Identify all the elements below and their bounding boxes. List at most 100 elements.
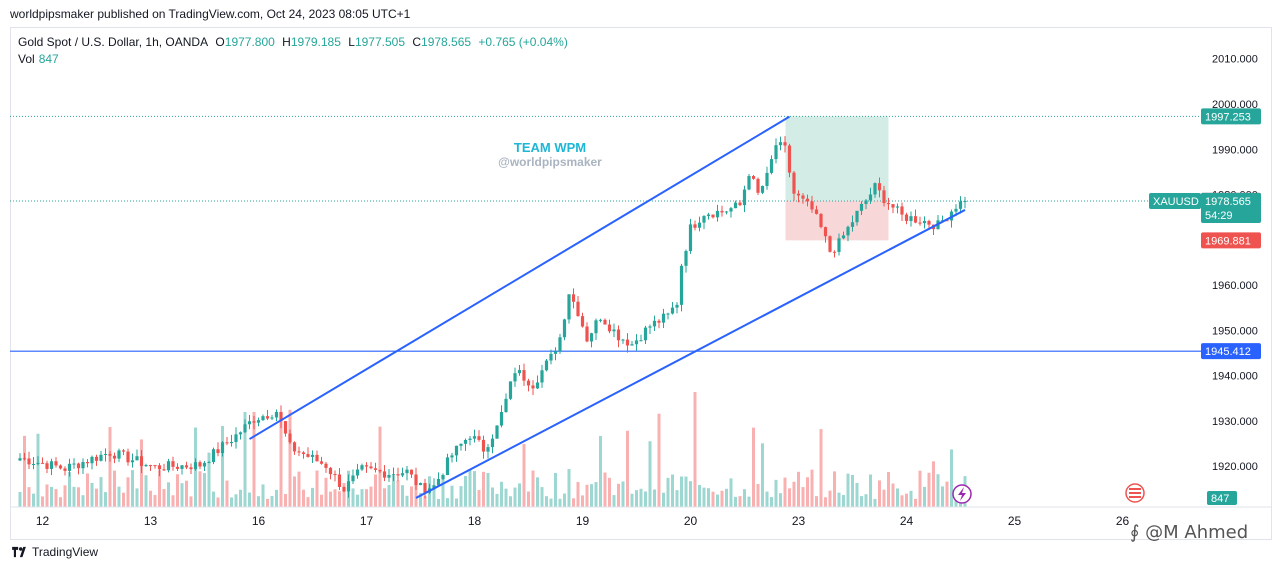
volume-bar xyxy=(27,487,31,507)
ohlc-open: O1977.800 xyxy=(215,35,275,49)
time-tick-label: 19 xyxy=(576,514,590,528)
volume-bar xyxy=(198,471,202,507)
candle-body xyxy=(274,411,279,418)
candle-body xyxy=(27,458,31,465)
volume-bar xyxy=(311,487,314,507)
candle-body xyxy=(900,206,904,215)
volume-bar xyxy=(203,473,206,507)
candle-body xyxy=(711,214,715,218)
candle-body xyxy=(805,198,810,202)
volume-bar xyxy=(828,490,832,507)
volume-bar xyxy=(293,476,296,507)
volume-bar xyxy=(576,482,580,507)
candle-body xyxy=(387,474,391,478)
volume-bar xyxy=(473,471,476,507)
symbol-legend: Gold Spot / U.S. Dollar, 1h, OANDA O1977… xyxy=(18,35,572,49)
candle-body xyxy=(562,319,567,338)
volume-bar xyxy=(90,482,94,507)
volume-bar xyxy=(324,477,328,507)
volume-bar xyxy=(653,489,656,507)
candle-body xyxy=(666,313,670,315)
candle-body xyxy=(553,351,558,354)
candle-body xyxy=(679,265,684,305)
candle-body xyxy=(477,436,481,440)
volume-bar xyxy=(410,486,413,507)
candle-body xyxy=(265,416,270,419)
volume-bar xyxy=(518,483,521,507)
volume-bar xyxy=(365,489,368,507)
volume-bar xyxy=(648,441,652,507)
candle-body xyxy=(76,463,81,469)
candle-body xyxy=(36,462,40,465)
candle-body xyxy=(346,481,351,492)
volume-bar xyxy=(405,495,409,507)
candle-body xyxy=(54,461,58,466)
candle-body xyxy=(504,398,508,413)
candle-body xyxy=(252,421,256,423)
volume-bar xyxy=(477,489,481,507)
candle-body xyxy=(535,382,540,389)
candle-body xyxy=(148,465,153,467)
candle-body xyxy=(715,210,720,218)
candle-body xyxy=(58,465,63,469)
candle-body xyxy=(117,450,121,459)
candle-body xyxy=(486,447,490,452)
volume-bar xyxy=(504,488,508,507)
candle-body xyxy=(531,385,535,389)
volume-legend: Vol 847 xyxy=(18,52,59,66)
volume-bar xyxy=(162,488,166,507)
candle-body xyxy=(580,316,585,327)
volume-bar xyxy=(342,483,346,507)
candle-body xyxy=(819,213,823,228)
time-axis: 12 13 16 17 18 19 20 23 24 25 26 xyxy=(10,506,1272,528)
candle-body xyxy=(445,457,450,476)
volume-bar xyxy=(315,470,319,507)
volume-bar xyxy=(747,496,751,507)
candle-body xyxy=(549,353,553,361)
volume-bar xyxy=(842,494,845,507)
volume-bar xyxy=(108,427,112,507)
candle-body xyxy=(742,189,747,206)
volume-bar xyxy=(522,443,526,507)
volume-bar xyxy=(864,494,868,507)
candle-body xyxy=(211,449,216,463)
candle-body xyxy=(778,142,783,146)
volume-bar xyxy=(810,469,814,507)
last-price-tag-countdown: 54:29 xyxy=(1205,210,1233,222)
candle-body xyxy=(855,210,859,223)
candle-body xyxy=(648,326,652,328)
volume-bar xyxy=(225,480,229,507)
candle-body xyxy=(130,460,135,463)
volume-bar xyxy=(486,472,490,507)
candle-body xyxy=(153,465,157,467)
candle-body xyxy=(571,294,576,302)
volume-bar xyxy=(446,498,449,507)
volume-bar xyxy=(23,435,26,507)
volume-bar xyxy=(603,472,607,507)
candle-body xyxy=(558,337,562,352)
candle-body xyxy=(400,473,405,476)
candle-body xyxy=(540,370,544,383)
volume-bar xyxy=(117,486,121,507)
candle-body xyxy=(288,433,292,443)
candle-body xyxy=(108,453,112,456)
candle-body xyxy=(67,463,72,471)
volume-bar xyxy=(621,481,625,507)
author-credit: ∮ @M Ahmed xyxy=(1130,522,1248,543)
volume-bar xyxy=(419,492,422,507)
volume-bar xyxy=(149,490,152,507)
volume-bar xyxy=(68,471,71,507)
candle-body xyxy=(661,313,666,323)
volume-bar xyxy=(212,491,215,507)
stop-price-tag-bg xyxy=(1201,232,1261,249)
price-chart[interactable]: 2010.0002000.0001990.0001980.0001970.000… xyxy=(10,27,1272,540)
brand-label: TradingView xyxy=(32,545,99,559)
candle-body xyxy=(652,320,657,327)
tradingview-brand[interactable]: TradingView xyxy=(10,545,98,559)
candle-body xyxy=(472,436,477,439)
candle-body xyxy=(783,142,787,146)
us-flag-stripe xyxy=(1129,492,1141,494)
candle-body xyxy=(828,236,832,252)
candle-body xyxy=(229,442,234,444)
volume-bar xyxy=(630,493,634,507)
